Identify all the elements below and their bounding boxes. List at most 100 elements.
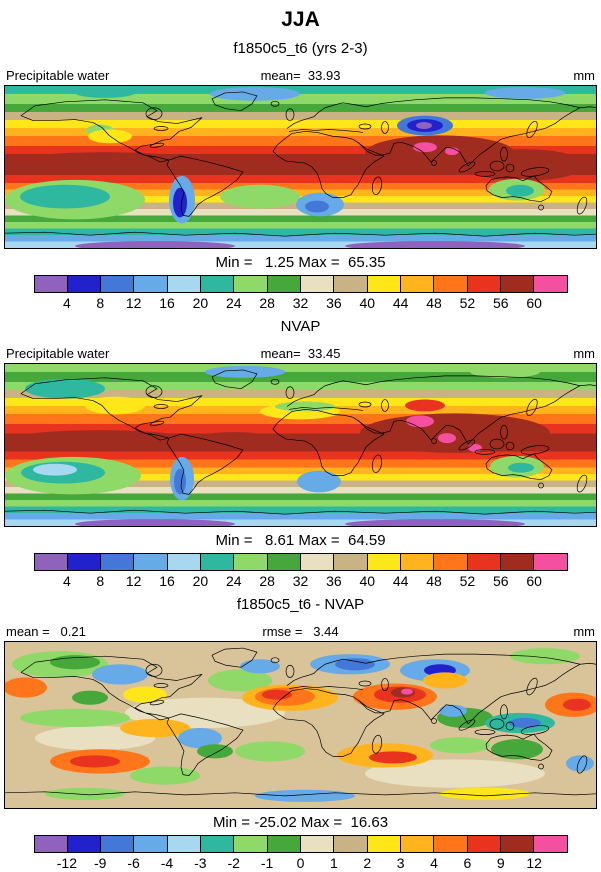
colorbar-segment [166, 836, 201, 852]
colorbar-segment [433, 554, 467, 570]
panel-diff: mean = 0.21 rmse = 3.44 mm [4, 622, 597, 872]
colorbar-segment [466, 554, 500, 570]
colorbar-segment [34, 554, 67, 570]
colorbar-tick: -9 [94, 855, 107, 871]
colorbar-segment [300, 836, 334, 852]
colorbar-tick: 52 [459, 573, 476, 589]
colorbar-segment [133, 276, 167, 292]
colorbar-tick: 36 [326, 295, 342, 311]
contour-field-diff [5, 648, 596, 802]
panel-model: Precipitable water mean= 33.93 mm [4, 66, 597, 312]
colorbar-segment [399, 554, 434, 570]
colorbar-segment [399, 836, 434, 852]
colorbar-segment [399, 276, 434, 292]
colorbar-segment [433, 276, 467, 292]
minmax-diff: Min = -25.02 Max = 16.63 [212, 814, 389, 831]
obs-title: NVAP [280, 318, 321, 335]
colorbar-segment [366, 836, 400, 852]
colorbar-tick: 8 [96, 295, 105, 311]
contour-field-model [5, 86, 585, 248]
colorbar-segment [133, 836, 167, 852]
colorbar-segment [100, 554, 134, 570]
map-diff-svg [5, 642, 596, 808]
colorbar-tick: 24 [225, 295, 242, 311]
colorbar-segment [166, 554, 201, 570]
colorbar-tick: 9 [496, 855, 505, 871]
colorbar-segment [499, 836, 534, 852]
colorbar-segment [100, 836, 134, 852]
panel-diff-header: mean = 0.21 rmse = 3.44 mm [4, 622, 597, 639]
colorbar-tick: 56 [492, 573, 509, 589]
mean-stat: mean= 33.93 [260, 68, 341, 83]
colorbar-tick: 24 [225, 573, 242, 589]
colorbar-segment [133, 554, 167, 570]
units-label: mm [573, 624, 595, 639]
variable-label: Precipitable water [6, 346, 110, 361]
colorbar-segment [366, 554, 400, 570]
colorbar-segment [333, 836, 367, 852]
colorbar-tick: -12 [56, 855, 77, 871]
colorbar-tick: -3 [194, 855, 207, 871]
colorbar-tick: 60 [526, 295, 542, 311]
colorbar-tick: 12 [125, 573, 142, 589]
colorbar-labels: 4 8 12 16 20 24 28 32 36 40 44 48 52 56 60 [34, 293, 568, 312]
colorbar-segment [433, 836, 467, 852]
colorbar-diff: -12 -9 -6 -4 -3 -2 -1 0 1 2 3 4 6 9 12 [33, 835, 568, 872]
colorbar-tick: 2 [363, 855, 372, 871]
colorbar-segment [333, 276, 367, 292]
units-label: mm [573, 68, 595, 83]
colorbar-tick: -4 [160, 855, 174, 871]
colorbar-segment [66, 554, 101, 570]
colorbar-tick: -1 [260, 855, 274, 871]
colorbar-segment [66, 276, 101, 292]
panel-obs: Precipitable water mean= 33.45 mm [4, 344, 597, 590]
map-model [4, 85, 597, 249]
map-obs [4, 363, 597, 527]
colorbar-tick: 32 [292, 573, 309, 589]
colorbar-tick: 12 [125, 295, 142, 311]
colorbar-tick: 4 [62, 295, 71, 311]
colorbar-tick: 44 [392, 573, 409, 589]
colorbar-tick: 20 [192, 295, 209, 311]
colorbar-obs: 4 8 12 16 20 24 28 32 36 40 44 48 52 56 60 [33, 553, 568, 590]
colorbar-tick: 12 [526, 855, 542, 871]
map-obs-svg [5, 364, 596, 526]
colorbar-segment [300, 276, 334, 292]
colorbar-segment [533, 276, 567, 292]
figure-title: JJA [281, 8, 320, 31]
colorbar-segment [34, 276, 67, 292]
minmax-obs: Min = 8.61 Max = 64.59 [215, 532, 386, 549]
colorbar-tick: -2 [227, 855, 240, 871]
colorbar-tick: 44 [392, 295, 409, 311]
map-model-svg [5, 86, 596, 248]
colorbar-segment [466, 276, 500, 292]
colorbar-segment [466, 836, 500, 852]
colorbar-tick: 8 [96, 573, 105, 589]
colorbar-segment [233, 836, 267, 852]
colorbar-tick: -6 [127, 855, 140, 871]
colorbar-tick: 48 [426, 573, 442, 589]
colorbar-tick: 56 [492, 295, 509, 311]
colorbar-tick: 16 [159, 573, 175, 589]
colorbar-segment [34, 836, 67, 852]
colorbar-tick: 40 [359, 295, 376, 311]
colorbar-segment [366, 276, 400, 292]
colorbar-tick: 48 [426, 295, 442, 311]
colorbar-segment [200, 554, 234, 570]
case-subtitle: f1850c5_t6 (yrs 2-3) [233, 40, 368, 57]
colorbar-tick: 4 [430, 855, 438, 871]
variable-label: Precipitable water [6, 68, 110, 83]
units-label: mm [573, 346, 595, 361]
colorbar-tick: 32 [292, 295, 309, 311]
colorbar-tick: 52 [459, 295, 476, 311]
colorbar-bar [33, 553, 568, 571]
colorbar-bar [33, 835, 568, 853]
colorbar-segment [66, 836, 101, 852]
colorbar-segment [499, 554, 534, 570]
colorbar-segment [333, 554, 367, 570]
mean-stat: mean= 33.45 [260, 346, 341, 361]
colorbar-segment [200, 836, 234, 852]
colorbar-tick: 28 [259, 295, 275, 311]
colorbar-segment [233, 554, 267, 570]
